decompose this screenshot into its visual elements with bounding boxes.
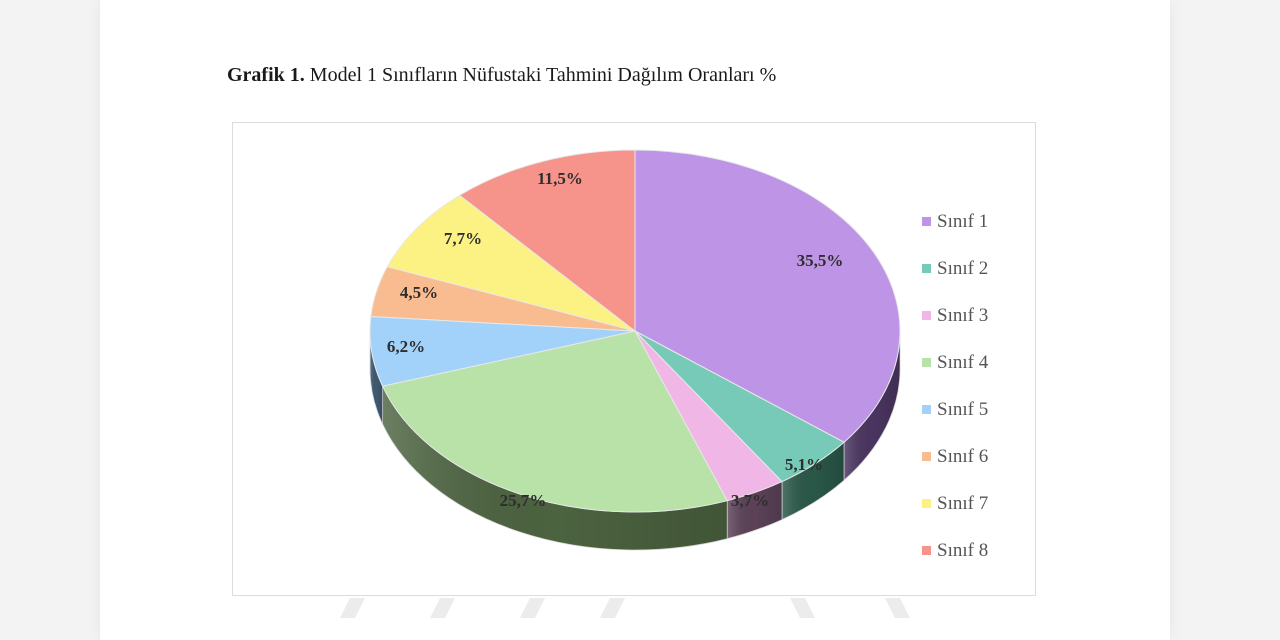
figure-caption: Grafik 1. Model 1 Sınıfların Nüfustaki T… bbox=[227, 64, 776, 87]
legend-swatch bbox=[922, 217, 931, 226]
data-label-sinif-3: 3,7% bbox=[731, 491, 769, 510]
slice-side-4 bbox=[382, 386, 728, 551]
legend-swatch bbox=[922, 405, 931, 414]
figure-number: Grafik 1. bbox=[227, 64, 305, 86]
slice-sinif-7 bbox=[386, 194, 636, 332]
slice-side-5 bbox=[370, 331, 383, 425]
data-label-sinif-4: 25,7% bbox=[500, 491, 547, 510]
legend-item-sinif-2: Sınıf 2 bbox=[922, 245, 988, 292]
legend-swatch bbox=[922, 546, 931, 555]
legend-swatch bbox=[922, 311, 931, 320]
data-label-sinif-6: 4,5% bbox=[400, 283, 438, 302]
slice-sinif-1 bbox=[634, 149, 901, 443]
slice-side-3 bbox=[727, 481, 783, 539]
legend-item-sinif-4: Sınıf 4 bbox=[922, 339, 988, 386]
pie-data-labels: 35,5% 5,1% 3,7% 25,7% 6,2% 4,5% 7,7% 11,5% bbox=[387, 169, 844, 510]
slice-sinif-8 bbox=[458, 149, 636, 333]
slice-side-1 bbox=[844, 331, 900, 481]
watermark-stripes bbox=[340, 598, 910, 618]
data-label-sinif-8: 11,5% bbox=[537, 169, 583, 188]
legend-item-sinif-8: Sınıf 8 bbox=[922, 527, 988, 574]
legend-item-sinif-1: Sınıf 1 bbox=[922, 198, 988, 245]
data-label-sinif-2: 5,1% bbox=[785, 455, 823, 474]
slice-sinif-4 bbox=[381, 330, 728, 513]
legend-item-sinif-6: Sınıf 6 bbox=[922, 433, 988, 480]
legend-swatch bbox=[922, 358, 931, 367]
data-label-sinif-7: 7,7% bbox=[444, 229, 482, 248]
legend-item-sinif-3: Sınıf 3 bbox=[922, 292, 988, 339]
legend-item-sinif-5: Sınıf 5 bbox=[922, 386, 988, 433]
legend-item-sinif-7: Sınıf 7 bbox=[922, 480, 988, 527]
data-label-sinif-1: 35,5% bbox=[797, 251, 844, 270]
legend-swatch bbox=[922, 499, 931, 508]
chart-legend: Sınıf 1 Sınıf 2 Sınıf 3 Sınıf 4 Sınıf 5 … bbox=[922, 198, 988, 574]
slice-side-2 bbox=[782, 442, 845, 520]
figure-title: Model 1 Sınıfların Nüfustaki Tahmini Dağ… bbox=[309, 64, 777, 86]
data-label-sinif-5: 6,2% bbox=[387, 337, 425, 356]
pie-slices bbox=[369, 149, 901, 513]
legend-swatch bbox=[922, 452, 931, 461]
legend-swatch bbox=[922, 264, 931, 273]
